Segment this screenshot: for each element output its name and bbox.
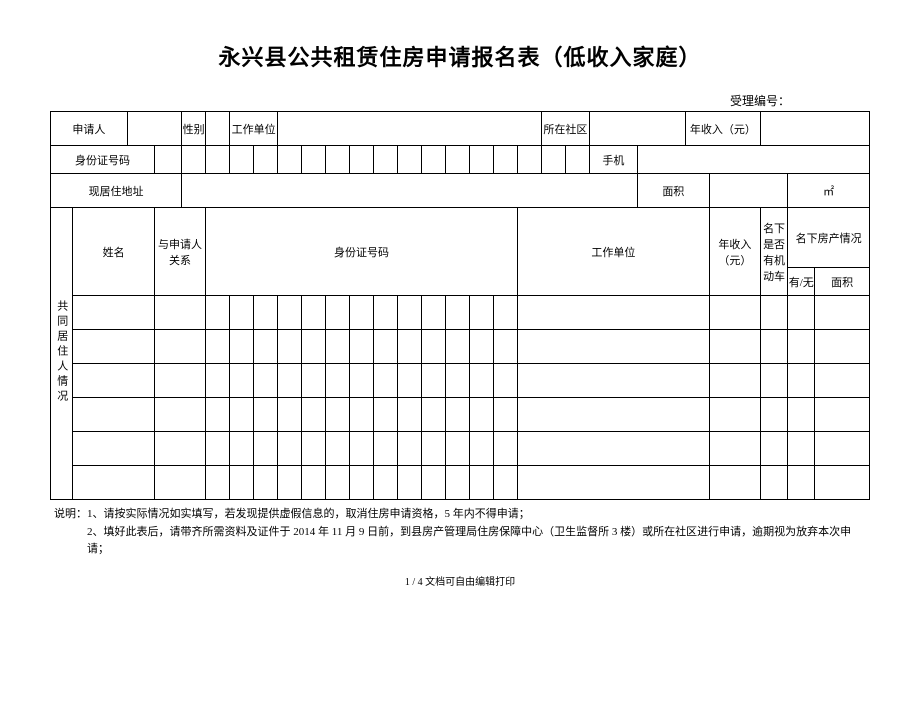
col-work: 工作单位 [517, 208, 709, 296]
note-line-2: 2、填好此表后，请带齐所需资料及证件于 2014 年 11 月 9 日前，到县房… [87, 524, 870, 559]
col-property: 名下房产情况 [788, 208, 870, 268]
label-work-unit: 工作单位 [230, 112, 278, 146]
cell-income-value [760, 112, 869, 146]
label-community: 所在社区 [541, 112, 589, 146]
label-address: 现居住地址 [51, 174, 182, 208]
label-area: 面积 [637, 174, 709, 208]
label-income: 年收入（元） [685, 112, 760, 146]
label-household-side: 共同居住人情况 [51, 208, 73, 500]
member-prop-area [815, 296, 870, 330]
member-prop-has [788, 296, 815, 330]
page-footer: 1 / 4 文档可自由编辑打印 [50, 573, 870, 588]
col-income: 年收入（元） [709, 208, 760, 296]
id-digit [445, 146, 469, 174]
notes-label: 说明： [54, 506, 87, 559]
member-relation [154, 296, 205, 330]
id-digit [469, 146, 493, 174]
application-form-table: 申请人 性别 工作单位 所在社区 年收入（元） 身份证号码 手机 现居住地址 面… [50, 111, 870, 500]
reference-number-label: 受理编号： [50, 92, 870, 109]
cell-area-value [709, 174, 787, 208]
id-digit [493, 146, 517, 174]
id-digit [350, 146, 374, 174]
id-digit [230, 146, 254, 174]
label-id-number: 身份证号码 [51, 146, 155, 174]
id-digit [278, 146, 302, 174]
cell-applicant-value [127, 112, 181, 146]
member-vehicle [760, 296, 787, 330]
member-work [517, 296, 709, 330]
label-applicant: 申请人 [51, 112, 128, 146]
col-name: 姓名 [73, 208, 155, 296]
id-digit [398, 146, 422, 174]
col-id: 身份证号码 [206, 208, 518, 296]
id-digit [206, 146, 230, 174]
cell-address-value [182, 174, 638, 208]
id-digit [326, 146, 350, 174]
note-line-1: 1、请按实际情况如实填写，若发现提供虚假信息的，取消住房申请资格，5 年内不得申… [87, 506, 870, 524]
label-gender: 性别 [182, 112, 206, 146]
col-property-area: 面积 [815, 268, 870, 296]
cell-work-unit-value [278, 112, 542, 146]
col-property-has: 有/无 [788, 268, 815, 296]
id-digit [565, 146, 589, 174]
notes-section: 说明： 1、请按实际情况如实填写，若发现提供虚假信息的，取消住房申请资格，5 年… [50, 506, 870, 559]
id-digit [302, 146, 326, 174]
member-name [73, 296, 155, 330]
id-digit [182, 146, 206, 174]
page-title: 永兴县公共租赁住房申请报名表（低收入家庭） [50, 40, 870, 72]
id-digit [517, 146, 541, 174]
cell-phone-value [637, 146, 869, 174]
cell-gender-value [206, 112, 230, 146]
id-digit [254, 146, 278, 174]
cell-community-value [589, 112, 685, 146]
member-income [709, 296, 760, 330]
id-digit [154, 146, 181, 174]
label-phone: 手机 [589, 146, 637, 174]
label-area-unit: ㎡ [788, 174, 870, 208]
col-vehicle: 名下是否有机动车 [760, 208, 787, 296]
id-digit [421, 146, 445, 174]
id-digit [374, 146, 398, 174]
col-relation: 与申请人关系 [154, 208, 205, 296]
id-digit [541, 146, 565, 174]
